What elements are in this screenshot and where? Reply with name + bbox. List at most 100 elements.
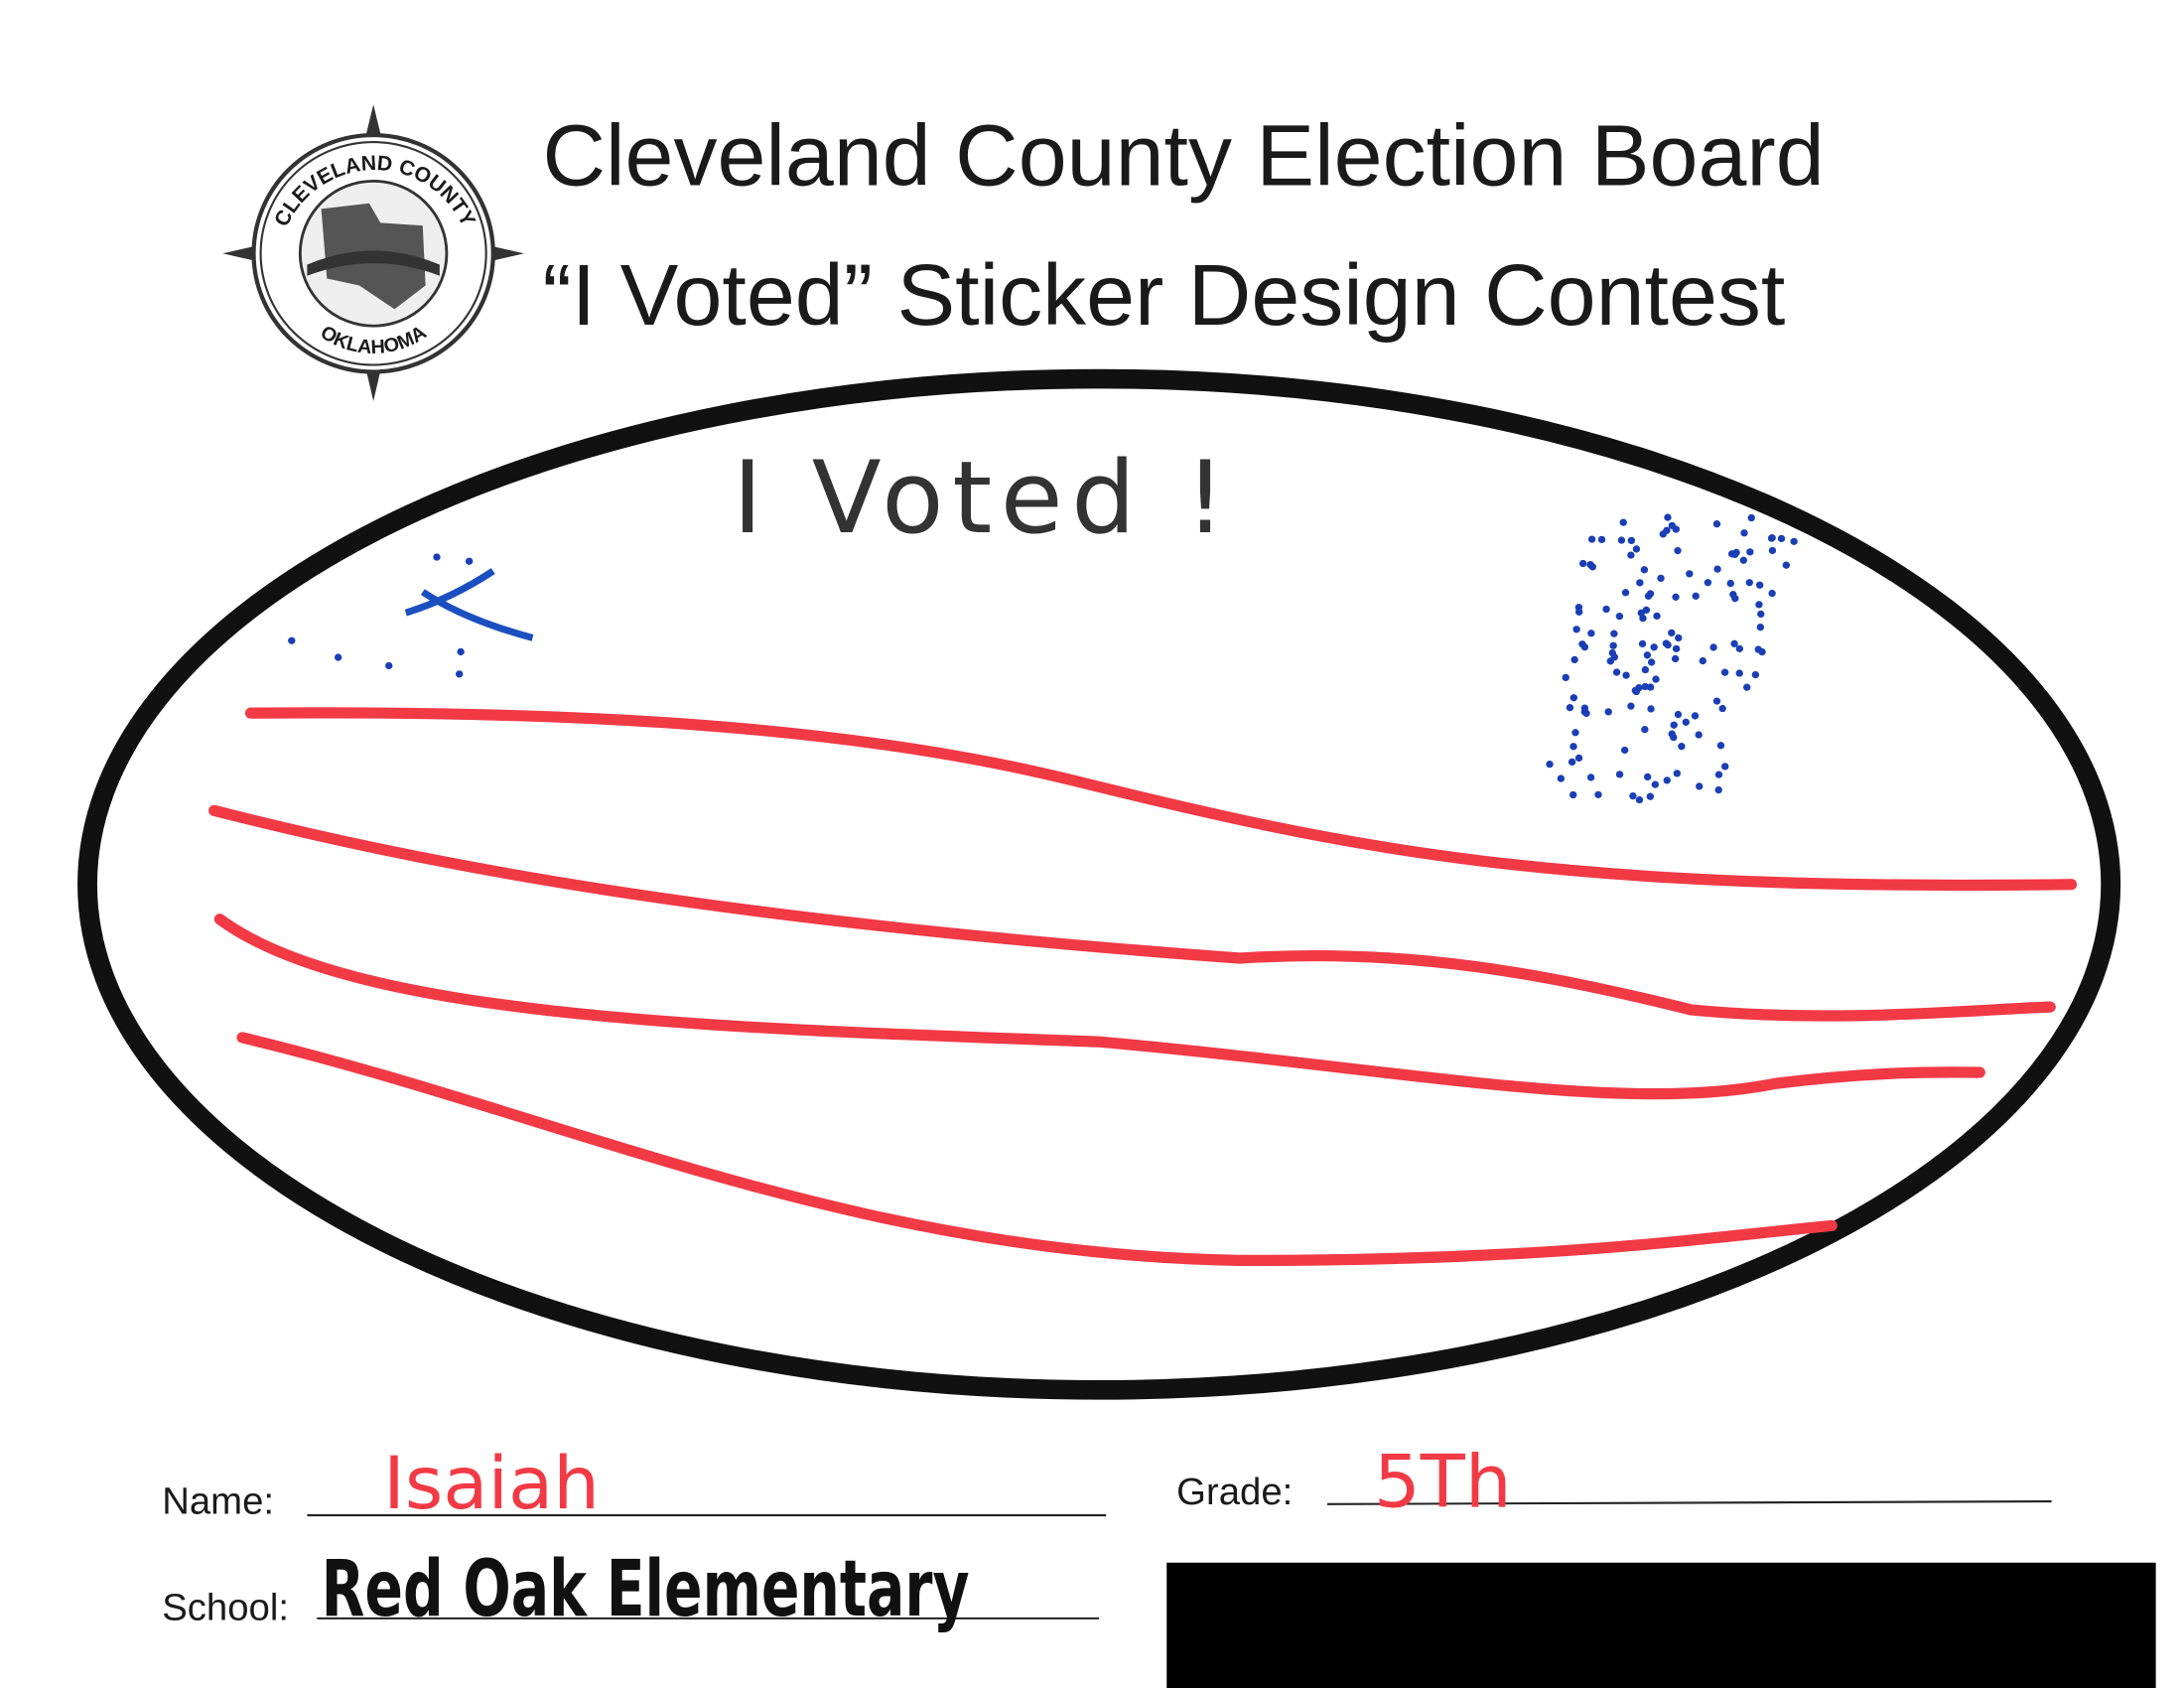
dot xyxy=(1652,675,1660,683)
dot xyxy=(1615,771,1624,778)
dot xyxy=(1663,526,1671,534)
dot xyxy=(1546,760,1554,769)
dot xyxy=(1650,643,1658,651)
school-label: School: xyxy=(162,1587,289,1628)
dot xyxy=(1646,683,1655,691)
dot xyxy=(1629,791,1637,800)
dot xyxy=(1670,721,1678,729)
dot xyxy=(1768,546,1777,555)
dot xyxy=(1637,609,1645,617)
dot xyxy=(1597,535,1606,544)
dot xyxy=(1620,746,1629,755)
dot xyxy=(1755,581,1764,589)
sticker-text: I Voted ! xyxy=(733,439,1234,555)
dot xyxy=(1718,704,1726,713)
dot xyxy=(1647,658,1656,666)
dot xyxy=(1643,773,1652,781)
dot xyxy=(1668,629,1676,637)
dot xyxy=(1704,579,1712,587)
dot xyxy=(433,553,441,561)
dot xyxy=(1735,669,1743,677)
grade-value: 5Th xyxy=(1374,1441,1512,1524)
dot xyxy=(456,670,464,678)
dot xyxy=(1668,730,1676,738)
dot xyxy=(1782,561,1791,569)
dot xyxy=(1627,536,1636,545)
dot xyxy=(1735,644,1744,652)
dot xyxy=(334,653,342,661)
dot xyxy=(1635,795,1644,804)
dot xyxy=(1621,589,1630,597)
dot xyxy=(1566,704,1574,712)
dot xyxy=(1674,546,1682,555)
dot xyxy=(1651,780,1660,788)
dot xyxy=(1644,592,1653,600)
dot xyxy=(1716,742,1725,750)
dot xyxy=(1672,593,1680,601)
dot xyxy=(1557,774,1566,782)
dot xyxy=(1709,643,1717,651)
dot xyxy=(1609,641,1617,649)
dot xyxy=(1727,550,1736,558)
dot xyxy=(1578,559,1587,568)
dot xyxy=(1612,668,1621,676)
dot xyxy=(1692,592,1700,600)
dot xyxy=(1574,608,1583,616)
dot xyxy=(1721,763,1729,771)
dot xyxy=(1663,776,1671,784)
grade-label: Grade: xyxy=(1176,1472,1293,1513)
dot xyxy=(1641,726,1649,734)
dot xyxy=(1641,665,1650,674)
dot xyxy=(1714,771,1723,778)
dot xyxy=(1777,534,1786,543)
subtitle: “I Voted” Sticker Design Contest xyxy=(542,246,1785,343)
dot xyxy=(1768,534,1776,542)
school-value: Red Oak Elementary xyxy=(322,1543,970,1633)
dot xyxy=(1671,654,1680,663)
dot xyxy=(1647,705,1655,713)
dot xyxy=(288,636,296,644)
dot xyxy=(1570,743,1577,751)
dot xyxy=(1587,630,1595,637)
dot xyxy=(1757,610,1765,619)
dot xyxy=(1562,673,1570,682)
dot xyxy=(1653,612,1661,621)
dot xyxy=(1768,589,1776,598)
name-label: Name: xyxy=(162,1481,274,1523)
dot xyxy=(385,661,393,670)
dot xyxy=(1586,560,1594,569)
dot xyxy=(1582,709,1590,718)
dot xyxy=(1726,579,1734,588)
dot xyxy=(1571,729,1579,737)
dot xyxy=(1674,710,1683,719)
dot xyxy=(1615,613,1624,621)
dot xyxy=(1668,521,1677,530)
dot xyxy=(1617,536,1626,544)
dot xyxy=(1678,743,1686,751)
dot xyxy=(1672,644,1681,652)
dot xyxy=(1758,647,1766,656)
dot xyxy=(1747,513,1755,522)
sticker-outline xyxy=(77,368,2121,1400)
dot xyxy=(1657,574,1665,583)
dot xyxy=(1610,653,1618,661)
dot xyxy=(1712,520,1721,528)
dot xyxy=(1740,529,1748,537)
dot xyxy=(1720,668,1729,676)
dot xyxy=(1664,513,1672,521)
redaction xyxy=(1166,1562,2156,1688)
dot xyxy=(1638,639,1647,648)
dot xyxy=(465,557,474,565)
dot xyxy=(1622,671,1630,679)
dot xyxy=(1627,702,1635,710)
dot xyxy=(1570,694,1577,702)
title: Cleveland County Election Board xyxy=(542,107,1824,204)
red-stripes xyxy=(208,707,2078,1267)
dot xyxy=(1646,792,1655,800)
dot xyxy=(1570,790,1577,799)
dot xyxy=(1574,754,1583,763)
dot xyxy=(457,647,465,656)
dot xyxy=(1675,633,1683,642)
dot xyxy=(1696,782,1704,790)
dot xyxy=(1572,626,1580,633)
